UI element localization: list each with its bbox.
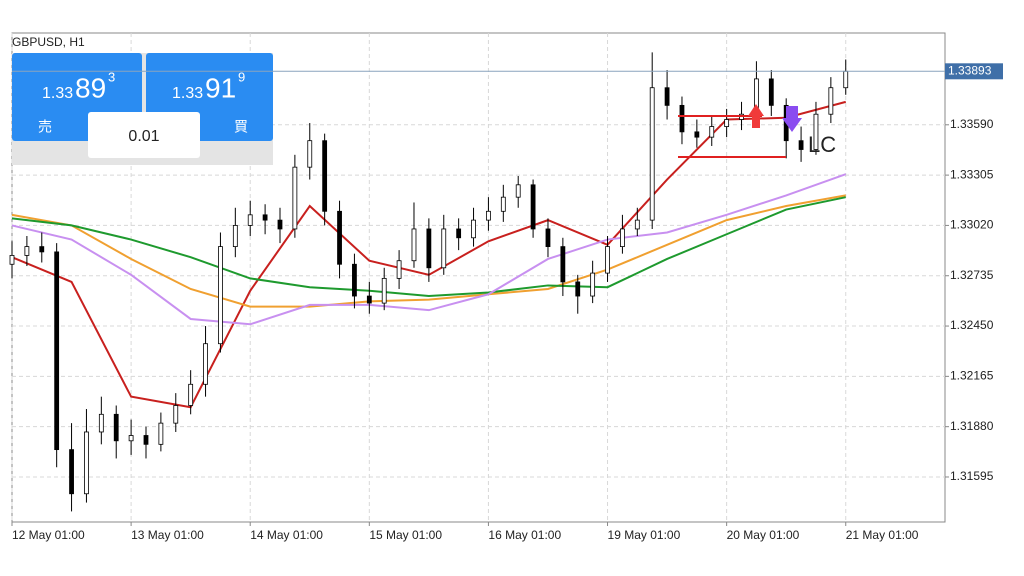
candle-body (575, 281, 581, 297)
candle-body (322, 140, 328, 212)
candle-body (798, 140, 804, 150)
candle-body (9, 255, 15, 265)
x-tick-label: 15 May 01:00 (369, 528, 442, 542)
x-tick-label: 12 May 01:00 (12, 528, 85, 542)
annotation-text: LC (808, 132, 836, 157)
candle-body (471, 219, 476, 239)
candle-body (441, 228, 447, 269)
candle-body (664, 87, 670, 106)
candle-body (39, 246, 45, 253)
candle-body (620, 228, 625, 248)
y-tick-label: 1.32450 (950, 318, 994, 332)
annotations: LC (678, 104, 836, 158)
candle-body (411, 228, 417, 262)
x-tick-label: 14 May 01:00 (250, 528, 323, 542)
y-tick-label: 1.32165 (950, 369, 994, 383)
candle-body (530, 184, 536, 230)
candle-body (307, 140, 313, 168)
candle-body (292, 166, 298, 230)
candle-body (634, 219, 640, 230)
candle-body (366, 295, 372, 304)
candles (9, 52, 849, 512)
candle-body (426, 228, 432, 269)
buy-pips: 91 (205, 72, 236, 103)
candle-body (218, 246, 223, 345)
candle-body (143, 435, 149, 445)
candle-body (203, 343, 208, 385)
buy-prefix: 1.33 (172, 85, 203, 102)
candle-body (843, 70, 849, 89)
trade-panel: 1.33 89 3 1.33 91 9 売 買 0.01 (12, 53, 273, 165)
sell-prefix: 1.33 (42, 85, 73, 102)
candle-body (768, 78, 774, 106)
candle-body (813, 113, 819, 150)
candle-body (381, 277, 387, 304)
y-tick-label: 1.33020 (950, 218, 994, 232)
candle-body (724, 119, 730, 127)
candle-body (679, 104, 685, 133)
candle-body (486, 210, 491, 221)
candle-body (515, 184, 521, 198)
chart-title: GBPUSD, H1 (12, 35, 85, 49)
candle-body (84, 431, 89, 495)
candle-body (98, 413, 104, 433)
y-tick-label: 1.33305 (950, 167, 994, 181)
candle-body (590, 272, 596, 297)
y-tick-label: 1.31595 (950, 469, 994, 483)
x-tick-label: 16 May 01:00 (488, 528, 561, 542)
lot-field[interactable] (88, 112, 200, 158)
lot-value: 0.01 (128, 128, 159, 145)
moving-average (11, 194, 846, 308)
last-price-label: 1.33893 (948, 63, 992, 77)
candle-body (113, 413, 119, 442)
sell-arrow (782, 106, 802, 132)
y-tick-label: 1.33590 (950, 117, 994, 131)
candle-body (54, 251, 60, 451)
candle-body (262, 214, 268, 221)
buy-arrow (748, 104, 764, 128)
candle-body (232, 225, 238, 248)
candle-body (337, 210, 342, 265)
candle-body (396, 260, 402, 279)
x-tick-label: 19 May 01:00 (608, 528, 681, 542)
candle-body (173, 405, 179, 424)
buy-point: 9 (238, 69, 245, 84)
candle-body (500, 196, 506, 212)
sell-point: 3 (108, 69, 115, 84)
y-tick-label: 1.31880 (950, 419, 994, 433)
candle-body (69, 449, 74, 495)
candle-body (352, 263, 357, 297)
candle-body (828, 87, 834, 115)
candle-body (128, 435, 134, 442)
candle-body (649, 87, 655, 221)
candle-body (188, 383, 194, 406)
y-tick-label: 1.32735 (950, 268, 994, 282)
sell-label: 売 (38, 119, 52, 135)
sell-pips: 89 (75, 72, 106, 103)
candle-body (456, 228, 462, 239)
candle-body (709, 126, 715, 138)
last-price-box (945, 63, 1003, 80)
candle-body (694, 131, 700, 138)
moving-average (11, 173, 847, 326)
x-tick-label: 20 May 01:00 (727, 528, 800, 542)
candle-body (247, 214, 253, 226)
moving-average (11, 196, 846, 298)
candle-body (560, 246, 566, 283)
candle-body (605, 246, 610, 274)
x-tick-label: 21 May 01:00 (846, 528, 919, 542)
buy-label: 買 (234, 119, 248, 135)
candle-body (277, 219, 283, 230)
candle-body (158, 422, 164, 445)
candle-body (545, 228, 551, 248)
x-tick-label: 13 May 01:00 (131, 528, 204, 542)
candle-body (24, 246, 30, 256)
